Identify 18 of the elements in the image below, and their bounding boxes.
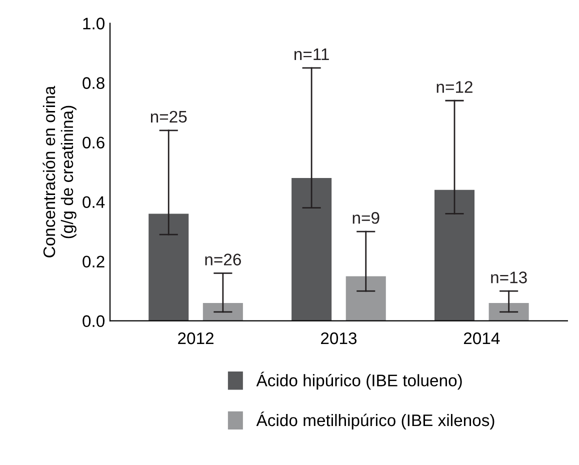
y-tick-label: 0.2 <box>82 256 104 268</box>
x-tick-label: 2012 <box>178 332 214 344</box>
y-tick-label: 0.4 <box>82 196 105 208</box>
annotation: n=9 <box>352 212 380 224</box>
y-tick-label: 0.8 <box>82 77 104 89</box>
y-tick-label: 1.0 <box>83 18 104 30</box>
legend-label: Ácido hipúrico (IBE tolueno) <box>256 372 462 390</box>
annotation: n=12 <box>436 81 472 93</box>
annotation: n=11 <box>294 48 329 60</box>
x-tick-label: 2013 <box>321 332 357 344</box>
legend-label: Ácido metilhipúrico (IBE xilenos) <box>256 412 494 430</box>
y-tick-label: 0.0 <box>82 315 104 328</box>
x-tick-label: 2014 <box>464 332 500 344</box>
annotation: n=25 <box>150 110 187 123</box>
annotation: n=26 <box>205 254 241 266</box>
y-axis-title: Concentración en orina (g/g de creatinina) <box>42 86 76 258</box>
annotation: n=13 <box>491 272 527 284</box>
y-tick-label: 0.6 <box>82 136 104 148</box>
